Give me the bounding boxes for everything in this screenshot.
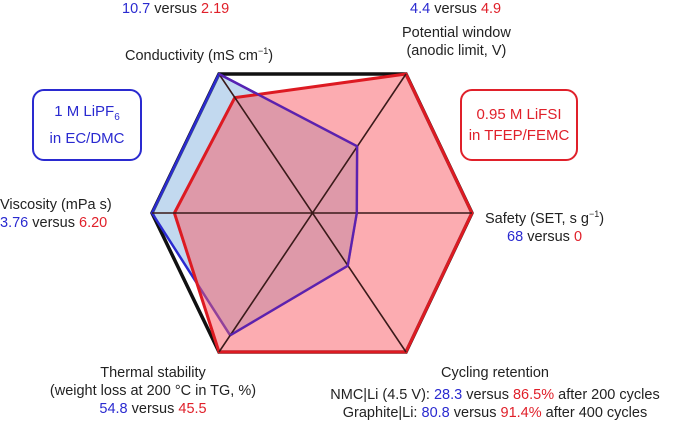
value-red: 45.5 — [178, 401, 207, 417]
label-line1: Thermal stability — [100, 365, 206, 381]
legend-lipf6: 1 M LiPF6 in EC/DMC — [32, 89, 142, 161]
label-text: Cycling retention — [441, 365, 549, 381]
conductivity-values: 10.7 versus 2.19 — [122, 0, 229, 18]
graphite-suffix: after 400 cycles — [545, 405, 648, 421]
potential-label: Potential window (anodic limit, V) — [402, 24, 511, 60]
label-line2: (weight loss at 200 °C in TG, %) — [49, 383, 257, 399]
value-red: 0 — [573, 228, 583, 245]
legend-sub: 6 — [114, 112, 120, 123]
versus: versus — [453, 405, 497, 421]
conductivity-label: Conductivity (mS cm−1) — [125, 42, 273, 65]
graphite-red: 91.4% — [500, 405, 542, 421]
value-blue: 54.8 — [99, 401, 128, 417]
thermal-label: Thermal stability (weight loss at 200 °C … — [18, 364, 288, 418]
legend-lifsi: 0.95 M LiFSI in TFEP/FEMC — [460, 89, 578, 161]
versus: versus — [434, 1, 477, 17]
label-text: Safety (SET, s g — [485, 210, 589, 227]
value-red: 6.20 — [79, 215, 108, 231]
series-lipf6-inner-edge — [218, 73, 359, 337]
versus: versus — [131, 401, 175, 417]
versus: versus — [32, 215, 75, 231]
legend-line2: in EC/DMC — [49, 130, 125, 147]
legend-line2: in TFEP/FEMC — [468, 127, 570, 144]
label-close: ) — [268, 47, 274, 64]
legend-line1: 0.95 M LiFSI — [476, 106, 562, 123]
value-red: 2.19 — [201, 1, 230, 17]
value-blue: 68 — [507, 228, 524, 245]
versus: versus — [154, 1, 197, 17]
potential-values: 4.4 versus 4.9 — [410, 0, 501, 18]
cycling-label: Cycling retention NMC|Li (4.5 V): 28.3 v… — [290, 364, 700, 422]
graphite-prefix: Graphite|Li: — [342, 405, 418, 421]
label-sup: −1 — [257, 46, 269, 56]
label-close: ) — [599, 210, 605, 227]
graphite-blue: 80.8 — [421, 405, 450, 421]
nmc-prefix: NMC|Li (4.5 V): — [330, 387, 430, 403]
label-line2: (anodic limit, V) — [406, 43, 507, 59]
label-text: Conductivity (mS cm — [125, 47, 258, 64]
viscosity-label: Viscosity (mPa s) 3.76 versus 6.20 — [0, 196, 112, 232]
nmc-suffix: after 200 cycles — [558, 387, 660, 403]
value-blue: 4.4 — [410, 1, 431, 17]
value-blue: 3.76 — [0, 215, 29, 231]
nmc-red: 86.5% — [512, 387, 555, 403]
safety-label: Safety (SET, s g−1) 68 versus 0 — [485, 205, 604, 246]
label-text: Viscosity (mPa s) — [0, 197, 112, 213]
value-blue: 10.7 — [122, 1, 151, 17]
label-line1: Potential window — [402, 25, 511, 41]
versus: versus — [527, 228, 570, 245]
versus: versus — [466, 387, 509, 403]
label-sup: −1 — [588, 209, 600, 219]
nmc-blue: 28.3 — [433, 387, 463, 403]
legend-text: 1 M LiPF — [54, 103, 115, 120]
value-red: 4.9 — [480, 1, 502, 17]
legend-line1: 1 M LiPF6 — [34, 101, 140, 128]
